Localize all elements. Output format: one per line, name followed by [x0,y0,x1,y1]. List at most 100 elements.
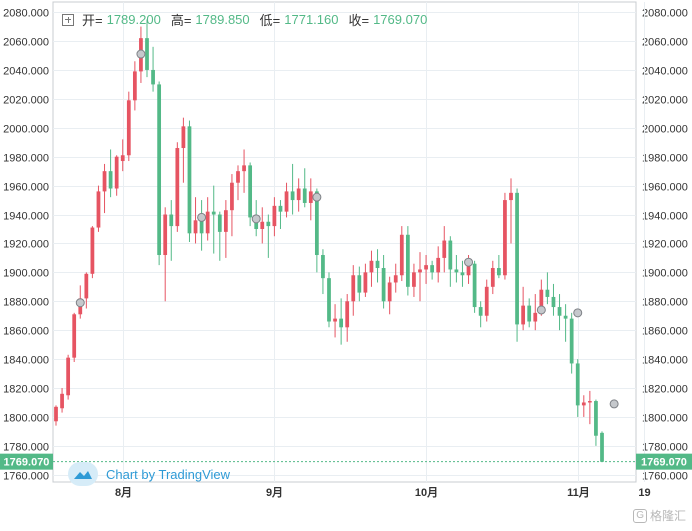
candle-body [484,286,489,316]
y-tick-label-right: 2080.000 [642,8,688,20]
candle-body [600,432,604,462]
y-tick-label-left: 2060.000 [3,37,49,49]
last-price-label-right: 1769.070 [641,457,687,469]
candle-body [345,301,350,328]
candle-body [193,220,198,234]
candle-body [581,402,586,406]
candle-body [496,268,501,276]
candle-body [454,269,459,273]
candle-body [132,71,137,101]
candle-body [211,211,216,215]
y-tick-label-left: 1960.000 [3,182,49,194]
candle-body [296,188,301,201]
candle-body [393,275,398,283]
candle-body [169,214,174,227]
event-marker [312,192,322,202]
candle-body [527,305,532,322]
y-tick-label-left: 1820.000 [3,384,49,396]
last-price-tag-left [0,453,53,470]
low-value: 1771.160 [284,12,339,27]
candle-body [466,263,471,276]
candle-body [181,126,186,149]
tradingview-cloud-icon [68,462,98,486]
y-tick-label-right: 2020.000 [642,95,688,107]
candle-body [175,148,180,227]
high-value: 1789.850 [195,12,250,27]
expand-icon[interactable] [62,13,74,26]
candle-body [236,171,240,183]
candle-body [442,240,447,258]
candle-body [369,260,374,273]
y-tick-label-right: 1920.000 [642,239,688,251]
candle-body [84,273,89,299]
candle-body [199,220,204,234]
candle-body [248,165,253,218]
event-marker [536,305,546,315]
y-tick-label-right: 1780.000 [642,442,688,454]
open-label: 开= [82,13,103,28]
candle-body [594,401,598,436]
open-value: 1789.200 [106,12,161,27]
event-marker [464,257,474,267]
high-label: 高= [170,13,192,28]
y-tick-label-right: 1880.000 [642,297,688,309]
candle-body [230,182,234,211]
y-tick-label-right: 1820.000 [642,384,688,396]
y-tick-label-right: 1860.000 [642,326,688,338]
candle-body [563,315,568,319]
candle-body [302,188,307,203]
candle-body [405,234,410,287]
candle-body [290,191,295,201]
candle-body [66,357,71,396]
y-tick-label-right: 1800.000 [642,413,688,425]
candle-body [187,126,192,234]
y-tick-label-left: 2080.000 [3,8,49,20]
y-tick-label-left: 2040.000 [3,66,49,78]
candle-body [284,191,289,212]
y-tick-label-left: 2000.000 [3,124,49,136]
x-tick-label: 8月 [115,486,132,499]
y-tick-label-left: 2020.000 [3,95,49,107]
y-tick-label-right: 2060.000 [642,37,688,49]
candle-body [448,240,453,270]
watermark: G 格隆汇 [633,507,686,524]
candle-body [381,268,386,302]
candle-body [266,221,271,227]
y-tick-label-left: 1860.000 [3,326,49,338]
y-tick-label-right: 2000.000 [642,124,688,136]
candle-body [327,278,331,322]
y-tick-label-right: 1760.000 [642,471,688,483]
candle-body [533,312,538,322]
event-marker [573,308,583,318]
y-tick-label-left: 1980.000 [3,153,49,165]
candle-body [575,363,580,406]
candle-body [126,100,131,156]
candle-body [90,227,95,274]
y-tick-label-left: 1920.000 [3,239,49,251]
candle-body [321,255,325,279]
candle-body [460,272,465,276]
candle-body [375,260,380,269]
y-tick-label-right: 1980.000 [642,153,688,165]
candle-body [120,155,125,162]
candle-body [387,282,392,302]
candle-body [157,84,162,256]
ohlc-legend: 开= 1789.200 高= 1789.850 低= 1771.160 收= 1769.… [62,10,427,29]
x-tick-label: 19 [638,487,650,499]
candle-body [151,69,155,85]
candle-body [114,156,119,189]
candle-body [145,38,149,70]
candle-body [412,272,416,287]
candle-body [96,191,101,228]
y-tick-label-left: 1780.000 [3,442,49,454]
candle-body [436,257,441,273]
candle-body [490,268,495,287]
candle-body [545,289,550,297]
y-tick-label-left: 1840.000 [3,355,49,367]
y-tick-label-left: 1900.000 [3,268,49,280]
candle-body [242,165,246,172]
tradingview-brand[interactable]: Chart by TradingView [68,462,230,486]
candle-body [272,205,277,227]
